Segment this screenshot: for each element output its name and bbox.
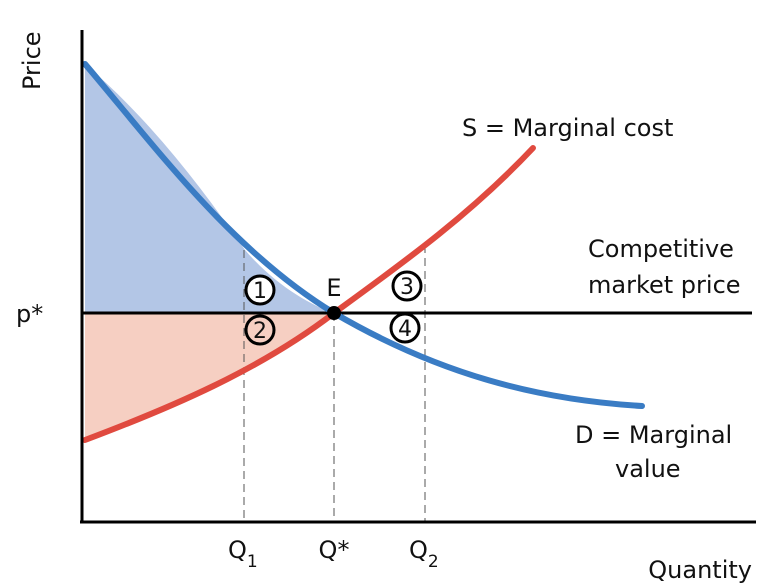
price-line-label-line2: market price [588,271,741,299]
equilibrium-label: E [326,274,341,302]
equilibrium-point [327,306,341,320]
q2-label: Q2 [409,536,439,572]
qstar-label: Q* [319,536,350,564]
x-axis-label: Quantity [648,556,752,584]
region-marker-4: 4 [389,312,421,344]
producer-surplus-area [85,313,334,440]
region-marker-2: 2 [244,314,276,346]
demand-curve-label-line2: value [615,455,681,483]
price-label: p* [16,300,43,328]
q1-label: Q1 [228,536,258,572]
price-line-label-line1: Competitive [588,235,734,263]
svg-text:2: 2 [253,319,267,344]
region-marker-3: 3 [391,270,423,302]
svg-text:1: 1 [253,279,267,304]
svg-text:3: 3 [400,275,414,300]
supply-curve-label: S = Marginal cost [462,114,673,142]
y-axis-label: Price [18,31,46,90]
svg-text:4: 4 [398,317,412,342]
consumer-surplus-area [85,64,334,313]
region-marker-1: 1 [244,274,276,306]
demand-curve-label-line1: D = Marginal [575,421,732,449]
